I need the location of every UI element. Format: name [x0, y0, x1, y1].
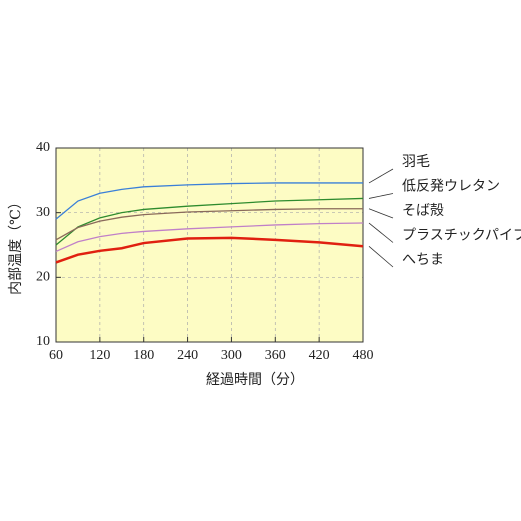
y-axis-title: 内部温度（℃） [8, 195, 24, 295]
legend-label: 低反発ウレタン [402, 179, 500, 195]
series-line [55, 222, 364, 253]
series-line [55, 236, 364, 264]
x-tick-label: 360 [265, 348, 286, 363]
y-tick-label: 10 [36, 334, 50, 349]
x-tick-label: 120 [89, 348, 110, 363]
y-tick-label: 20 [36, 270, 50, 285]
x-tick-label: 480 [353, 348, 374, 363]
legend-label: プラスチックパイプ [402, 228, 521, 244]
series-line [55, 182, 363, 220]
y-tick-label: 40 [36, 140, 50, 155]
legend-arrow [368, 245, 394, 268]
x-tick-label: 180 [133, 348, 154, 363]
x-tick-label: 60 [49, 348, 63, 363]
x-tick-label: 240 [177, 348, 198, 363]
legend-arrow [368, 168, 394, 184]
legend-label: 羽毛 [402, 154, 430, 170]
series-line [55, 208, 363, 241]
x-tick-label: 420 [309, 348, 330, 363]
legend-arrow [368, 222, 394, 243]
legend-arrow [368, 208, 394, 219]
x-tick-label: 300 [221, 348, 242, 363]
y-tick-label: 30 [36, 205, 50, 220]
legend-label: そば殻 [402, 203, 444, 219]
legend-arrow [368, 193, 394, 199]
x-axis-title: 経過時間（分） [206, 372, 304, 388]
legend-label: へちま [402, 252, 444, 268]
series-line [55, 197, 364, 246]
plot-background [56, 148, 363, 342]
